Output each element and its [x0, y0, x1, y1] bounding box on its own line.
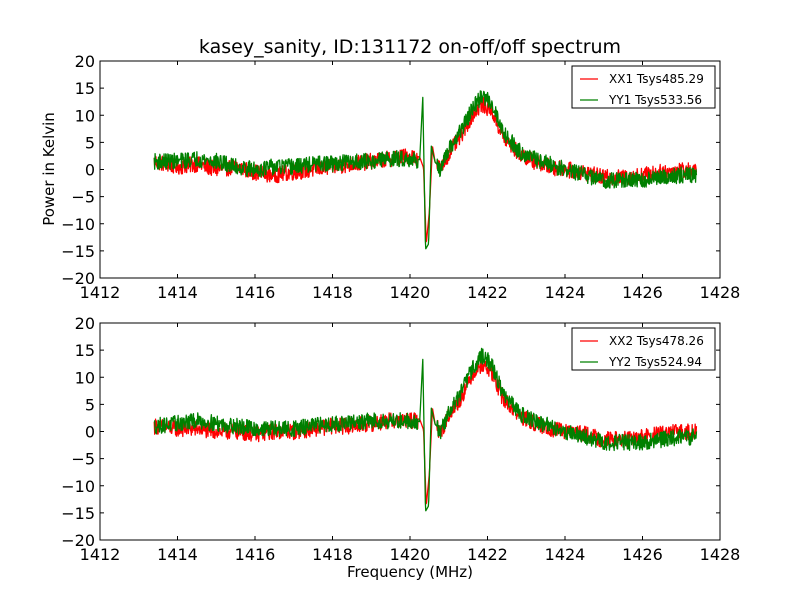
y-tick-label: −15: [61, 242, 95, 261]
x-tick-label: 1420: [390, 545, 431, 564]
legend-entry: YY2 Tsys524.94: [608, 355, 702, 369]
legend-entry: XX2 Tsys478.26: [609, 334, 704, 348]
x-tick-label: 1414: [157, 545, 198, 564]
bottom-panel: 1412 1414 1416 1418 1420 1422 1424 1426 1428 20 15…: [61, 314, 740, 564]
y-tick-label: 0: [85, 161, 95, 180]
y-tick-label: −5: [71, 188, 95, 207]
y-tick-label: 10: [75, 106, 95, 125]
y-tick-label: −15: [61, 504, 95, 523]
x-tick-label: 1412: [80, 545, 121, 564]
y-tick-label: 5: [85, 395, 95, 414]
x-tick-label: 1416: [235, 545, 276, 564]
series-line-yy: [153, 347, 698, 512]
x-tick-label: 1422: [467, 545, 508, 564]
x-tick-label: 1414: [157, 283, 198, 302]
top-panel: 1412 1414 1416 1418 1420 1422 1424 1426 1428 20 15…: [61, 52, 740, 302]
y-tick-label: 10: [75, 368, 95, 387]
y-tick-label: −5: [71, 450, 95, 469]
y-tick-label: 15: [75, 79, 95, 98]
x-tick-label: 1426: [622, 283, 663, 302]
x-tick-label: 1420: [390, 283, 431, 302]
y-tick-label: −20: [61, 531, 95, 550]
x-tick-label: 1418: [312, 545, 353, 564]
legend-box: [571, 65, 716, 109]
chart-title: kasey_sanity, ID:131172 on-off/off spect…: [199, 36, 621, 58]
legend-box: [571, 327, 716, 371]
y-tick-label: −10: [61, 215, 95, 234]
x-tick-label: 1424: [545, 283, 586, 302]
x-tick-label: 1412: [80, 283, 121, 302]
y-tick-label: 20: [75, 314, 95, 333]
y-axis-label: Power in Kelvin: [40, 112, 58, 226]
x-tick-label: 1426: [622, 545, 663, 564]
y-tick-label: 20: [75, 52, 95, 71]
x-tick-label: 1416: [235, 283, 276, 302]
x-tick-label: 1428: [700, 545, 741, 564]
y-tick-label: 15: [75, 341, 95, 360]
legend-entry: XX1 Tsys485.29: [609, 72, 704, 86]
y-tick-label: 5: [85, 133, 95, 152]
x-tick-label: 1418: [312, 283, 353, 302]
y-tick-label: −20: [61, 269, 95, 288]
x-tick-label: 1422: [467, 283, 508, 302]
x-axis-label: Frequency (MHz): [347, 563, 473, 581]
y-tick-label: 0: [85, 423, 95, 442]
y-tick-label: −10: [61, 477, 95, 496]
x-tick-label: 1428: [700, 283, 741, 302]
legend-entry: YY1 Tsys533.56: [608, 93, 702, 107]
x-tick-label: 1424: [545, 545, 586, 564]
series-line-yy: [153, 90, 698, 250]
